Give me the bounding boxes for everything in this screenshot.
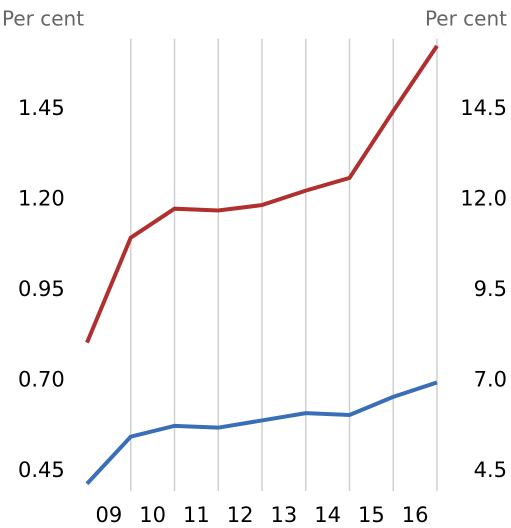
x-tick-label: 15	[358, 503, 385, 527]
data-line	[85, 380, 438, 486]
y-axis-label: Per cent	[2, 7, 84, 31]
y2-tick-label: 4.5	[474, 458, 507, 482]
x-tick-label: 16	[402, 503, 429, 527]
y2-tick-label: 9.5	[474, 277, 507, 301]
y2-tick-label: 12.0	[460, 186, 507, 210]
data-line	[85, 44, 439, 344]
x-tick-label: 12	[227, 503, 254, 527]
y-tick-label: 0.95	[18, 277, 65, 301]
x-tick-label: 11	[183, 503, 210, 527]
x-tick-label: 14	[314, 503, 341, 527]
x-tick-label: 10	[139, 503, 166, 527]
y-tick-label: 1.45	[18, 96, 65, 120]
y2-axis-label: Per cent	[425, 7, 507, 31]
x-tick-label: 13	[271, 503, 298, 527]
x-tick-label: 09	[96, 503, 123, 527]
y-tick-label: 1.20	[18, 186, 65, 210]
y-tick-label: 0.45	[18, 458, 65, 482]
y-tick-label: 0.70	[18, 367, 65, 391]
y2-tick-label: 7.0	[474, 367, 507, 391]
y2-tick-label: 14.5	[460, 96, 507, 120]
